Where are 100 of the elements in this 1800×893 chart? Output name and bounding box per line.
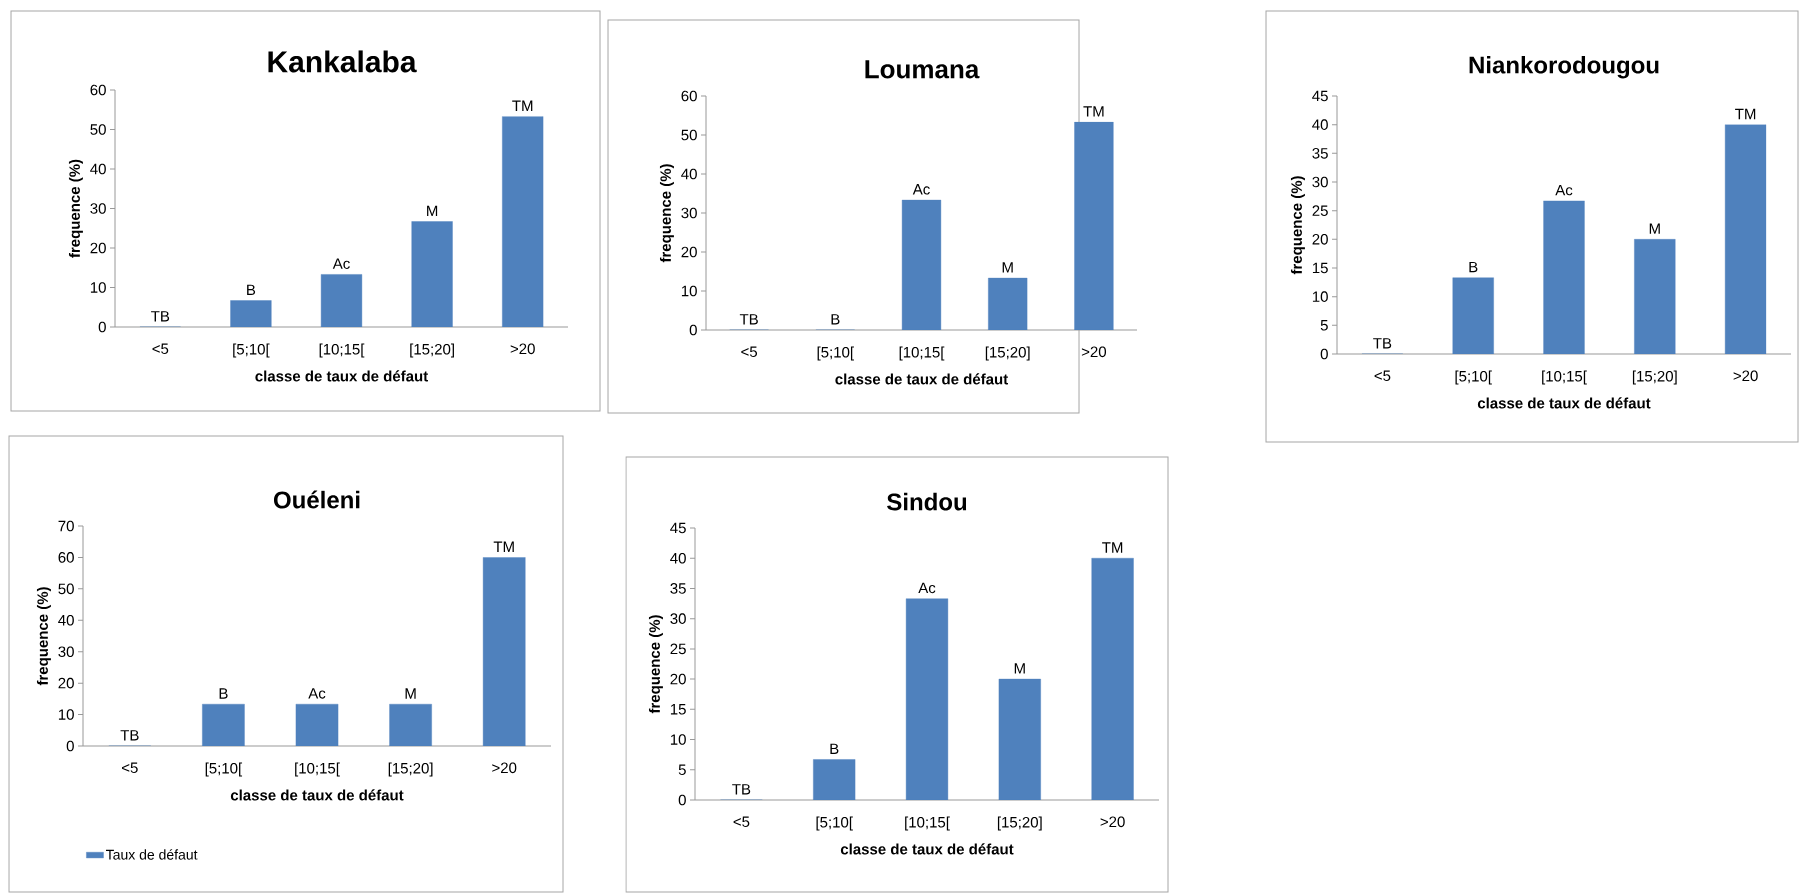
data-label: Ac: [918, 582, 936, 594]
y-tick-label: 5: [1320, 320, 1328, 331]
y-tick-label: 35: [1312, 148, 1328, 159]
y-tick-label: 10: [670, 734, 686, 745]
data-label: TM: [1735, 108, 1756, 120]
data-label: TB: [151, 311, 170, 322]
x-axis-title: classe de taux de défaut: [835, 373, 1009, 385]
y-tick-label: 10: [90, 282, 106, 293]
chart-title: Kankalaba: [268, 50, 417, 73]
chart-title: Ouéleni: [273, 490, 360, 509]
data-label: M: [405, 688, 416, 699]
data-label: B: [830, 743, 839, 754]
x-tick-label: [5;10[: [817, 346, 854, 361]
y-tick-label: 5: [678, 764, 686, 775]
data-label: M: [1002, 262, 1013, 273]
x-tick-label: <5: [152, 343, 169, 354]
y-tick-label: 0: [1320, 348, 1328, 360]
x-tick-label: <5: [1374, 370, 1391, 381]
data-label: TM: [1102, 542, 1123, 553]
data-label: TM: [493, 541, 514, 552]
data-label: M: [1014, 663, 1025, 674]
y-tick-label: 60: [90, 84, 106, 96]
y-tick-label: 0: [678, 794, 686, 806]
y-tick-label: 0: [66, 740, 74, 752]
x-tick-label: <5: [122, 762, 138, 773]
data-label: B: [219, 688, 228, 699]
data-label: Ac: [308, 688, 326, 699]
data-label: Ac: [332, 258, 350, 269]
bar: [988, 277, 1028, 330]
x-tick-label: [15;20]: [997, 816, 1042, 831]
data-label: M: [1649, 223, 1660, 234]
chart-title: Niankorodougou: [1469, 55, 1659, 79]
x-tick-label: >20: [1081, 346, 1107, 358]
y-tick-label: 60: [681, 90, 697, 102]
y-tick-label: 30: [90, 203, 106, 214]
y-tick-label: 35: [670, 583, 686, 594]
bar: [901, 199, 942, 330]
y-tick-label: 20: [90, 242, 106, 254]
y-tick-label: 45: [670, 522, 686, 534]
chart-title: Sindou: [887, 492, 967, 511]
data-label: TM: [1083, 106, 1104, 117]
y-tick-label: 40: [58, 614, 74, 626]
y-tick-label: 50: [58, 583, 74, 595]
bar: [1074, 121, 1114, 330]
y-tick-label: 0: [689, 324, 697, 336]
y-tick-label: 70: [58, 520, 74, 532]
x-tick-label: [15;20]: [388, 762, 433, 777]
data-label: B: [1469, 261, 1478, 273]
y-tick-label: 20: [670, 673, 686, 685]
y-tick-label: 50: [90, 124, 106, 135]
data-label: TB: [1373, 338, 1392, 349]
y-tick-label: 40: [670, 552, 686, 564]
y-tick-label: 45: [1312, 90, 1328, 102]
bar: [295, 703, 339, 746]
y-tick-label: 60: [58, 552, 74, 563]
x-tick-label: [5;10[: [816, 816, 853, 831]
y-axis-title: frequence (%): [36, 587, 51, 686]
data-label: Ac: [1555, 184, 1573, 196]
x-tick-label: [5;10[: [1455, 370, 1492, 385]
y-tick-label: 15: [670, 704, 686, 715]
y-tick-label: 40: [1312, 119, 1328, 130]
y-tick-label: 0: [98, 321, 106, 333]
bar: [389, 703, 432, 746]
x-tick-label: <5: [733, 816, 750, 827]
y-axis-title: frequence (%): [659, 164, 674, 263]
x-tick-label: [15;20]: [410, 343, 454, 358]
data-label: B: [831, 314, 840, 325]
x-tick-label: [10;15[: [905, 816, 950, 831]
x-tick-label: [10;15[: [319, 343, 365, 358]
y-tick-label: 20: [681, 246, 697, 258]
data-label: TM: [512, 100, 533, 111]
y-tick-label: 25: [670, 643, 686, 655]
x-axis-title: classe de taux de défaut: [230, 789, 404, 801]
x-axis-title: classe de taux de défaut: [255, 370, 429, 382]
x-tick-label: [15;20]: [1632, 370, 1677, 385]
bar: [202, 703, 245, 746]
y-tick-label: 30: [670, 613, 686, 624]
y-tick-label: 40: [90, 163, 106, 175]
y-tick-label: 10: [1312, 291, 1328, 302]
y-tick-label: 50: [681, 129, 697, 141]
x-tick-label: >20: [1100, 816, 1125, 828]
chart-title: Loumana: [865, 60, 980, 79]
x-tick-label: [5;10[: [233, 343, 270, 358]
x-tick-label: >20: [492, 762, 517, 774]
y-tick-label: 25: [1312, 205, 1328, 216]
x-axis-title: classe de taux de défaut: [840, 843, 1014, 855]
y-axis-title: frequence (%): [648, 615, 663, 714]
y-axis-title: frequence (%): [68, 159, 83, 258]
data-label: TB: [120, 730, 139, 741]
x-tick-label: [15;20]: [985, 346, 1030, 361]
bar: [482, 557, 526, 746]
x-tick-label: [10;15[: [899, 346, 945, 361]
y-tick-label: 15: [1312, 262, 1328, 274]
legend-label: Taux de défaut: [105, 849, 198, 860]
data-label: TB: [739, 314, 758, 325]
data-label: TB: [732, 784, 751, 795]
y-tick-label: 20: [1312, 234, 1328, 245]
x-axis-title: classe de taux de défaut: [1477, 397, 1651, 409]
x-tick-label: >20: [1733, 370, 1758, 382]
y-tick-label: 20: [58, 677, 74, 689]
